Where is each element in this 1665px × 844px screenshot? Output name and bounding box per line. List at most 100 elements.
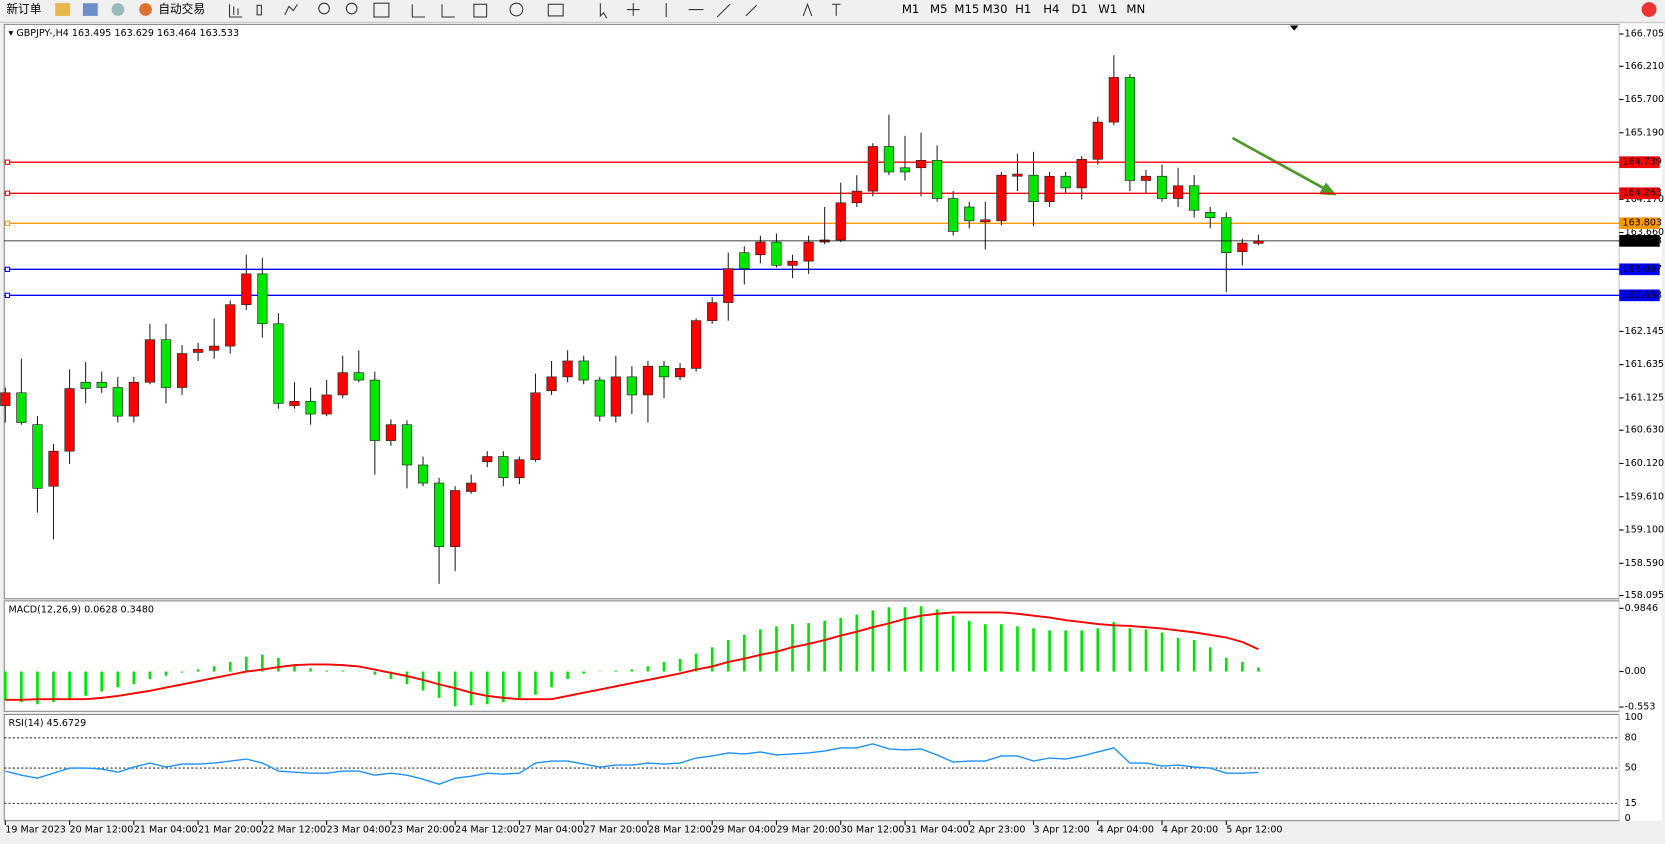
icon[interactable] (509, 2, 524, 17)
time-tick-label: 24 Mar 12:00 (455, 825, 519, 836)
arrow-head (1318, 182, 1337, 196)
trend-arrow (1231, 136, 1337, 196)
icon[interactable] (547, 3, 564, 17)
level-handle (4, 190, 11, 196)
icon[interactable] (111, 3, 125, 16)
icon[interactable] (82, 3, 98, 16)
icon[interactable] (256, 4, 262, 16)
timeframe-button[interactable]: D1 (1071, 2, 1087, 16)
timeframe-button[interactable]: M1 (902, 2, 920, 16)
level-handle (4, 292, 11, 298)
candle-body (691, 320, 702, 369)
timeframe-button[interactable]: MN (1126, 2, 1145, 16)
candle-body (1221, 217, 1232, 253)
time-tick-label: 21 Mar 04:00 (134, 825, 198, 836)
icon[interactable] (626, 3, 640, 16)
candle-body (112, 387, 123, 417)
icon[interactable] (284, 3, 298, 16)
candle-body (1173, 185, 1184, 199)
macd-value: 0.0628 (84, 604, 117, 615)
candle-body (498, 456, 509, 479)
high: 163.629 (114, 27, 154, 38)
candle-body (32, 424, 43, 489)
candle-body (755, 241, 766, 256)
icon[interactable] (318, 2, 330, 15)
icon[interactable] (441, 4, 455, 18)
price-tick-label: 163.660 (1625, 227, 1665, 238)
time-tick-label: 4 Apr 04:00 (1098, 825, 1154, 836)
candle-body (289, 400, 300, 406)
time-tick-label: 28 Mar 12:00 (648, 825, 712, 836)
candle-body (1044, 175, 1055, 203)
candle-body (305, 400, 316, 415)
rsi-tick-label: 0 (1625, 813, 1631, 824)
time-tick-label: 2 Apr 23:00 (969, 825, 1025, 836)
candle-body (642, 365, 654, 396)
signal-value: 0.3480 (121, 604, 154, 615)
level-tag-label: 163.803 (1622, 218, 1662, 229)
timeframe-button[interactable]: M15 (954, 2, 979, 16)
icon[interactable] (411, 4, 426, 18)
candle-body (369, 379, 380, 441)
candle-body (899, 167, 911, 173)
icon[interactable] (473, 3, 488, 18)
time-tick-label: 23 Mar 20:00 (391, 825, 455, 836)
level-tag-label: 164.739 (1622, 157, 1662, 168)
time-tick-label: 21 Mar 20:00 (198, 825, 262, 836)
timeframe-button[interactable]: H1 (1015, 2, 1031, 16)
candle-body (964, 206, 975, 222)
price-tick-label: 159.610 (1625, 491, 1665, 502)
chart-shift-marker[interactable] (1289, 25, 1299, 31)
icon[interactable] (345, 2, 358, 15)
time-tick-label: 4 Apr 20:00 (1162, 825, 1218, 836)
new-order-button[interactable]: 新订单 (6, 2, 41, 16)
candle-body (321, 394, 332, 415)
candle-body (594, 379, 605, 417)
candle-body (64, 388, 75, 452)
candle-body (176, 353, 188, 388)
candle-body (883, 146, 895, 173)
toolbar (0, 0, 1665, 23)
timeframe-button[interactable]: W1 (1098, 2, 1117, 16)
timeframe-button[interactable]: H4 (1043, 2, 1059, 16)
candle-body (835, 202, 846, 241)
timeframe-button[interactable]: M5 (930, 2, 948, 16)
price-tick-label: 162.145 (1625, 326, 1665, 337)
timeframe-button[interactable]: M30 (983, 2, 1008, 16)
icon[interactable] (599, 3, 608, 19)
icon[interactable] (373, 2, 390, 18)
time-tick-label: 20 Mar 12:00 (70, 825, 134, 836)
auto-trading-button[interactable]: 自动交易 (158, 2, 205, 16)
candle-body (787, 260, 798, 266)
candle-body (160, 339, 172, 388)
candle-body (401, 424, 413, 466)
macd-signal-line (5, 611, 1259, 701)
notification-badge[interactable] (1641, 2, 1657, 17)
candle-body (723, 268, 734, 303)
level-handle (4, 220, 11, 226)
level-handle (4, 266, 11, 272)
time-tick-label: 29 Mar 20:00 (776, 825, 840, 836)
macd-tick-label: 0.00 (1625, 666, 1646, 677)
candle-body (530, 392, 541, 461)
candle-body (1092, 121, 1103, 160)
rsi-header: RSI(14) 45.6729 (9, 717, 87, 728)
candle-body (915, 159, 927, 169)
low: 163.464 (157, 27, 197, 38)
price-tick-label: 166.705 (1625, 28, 1665, 39)
icon[interactable] (55, 3, 71, 16)
level-tag (1619, 263, 1660, 276)
candle-body (257, 273, 268, 325)
auto-trading-icon[interactable] (139, 3, 152, 16)
icon[interactable] (665, 3, 757, 18)
icon[interactable] (802, 2, 841, 17)
candle-body (241, 273, 252, 305)
level-tag-label: 162.698 (1622, 290, 1662, 301)
macd-header: MACD(12,26,9) 0.0628 0.3480 (9, 604, 154, 615)
price-tick-label: 161.635 (1625, 359, 1665, 370)
candle-body (1028, 174, 1039, 203)
candle-body (1124, 77, 1136, 181)
icon[interactable] (228, 4, 243, 18)
macd-tick-label: 0.9846 (1625, 603, 1658, 614)
